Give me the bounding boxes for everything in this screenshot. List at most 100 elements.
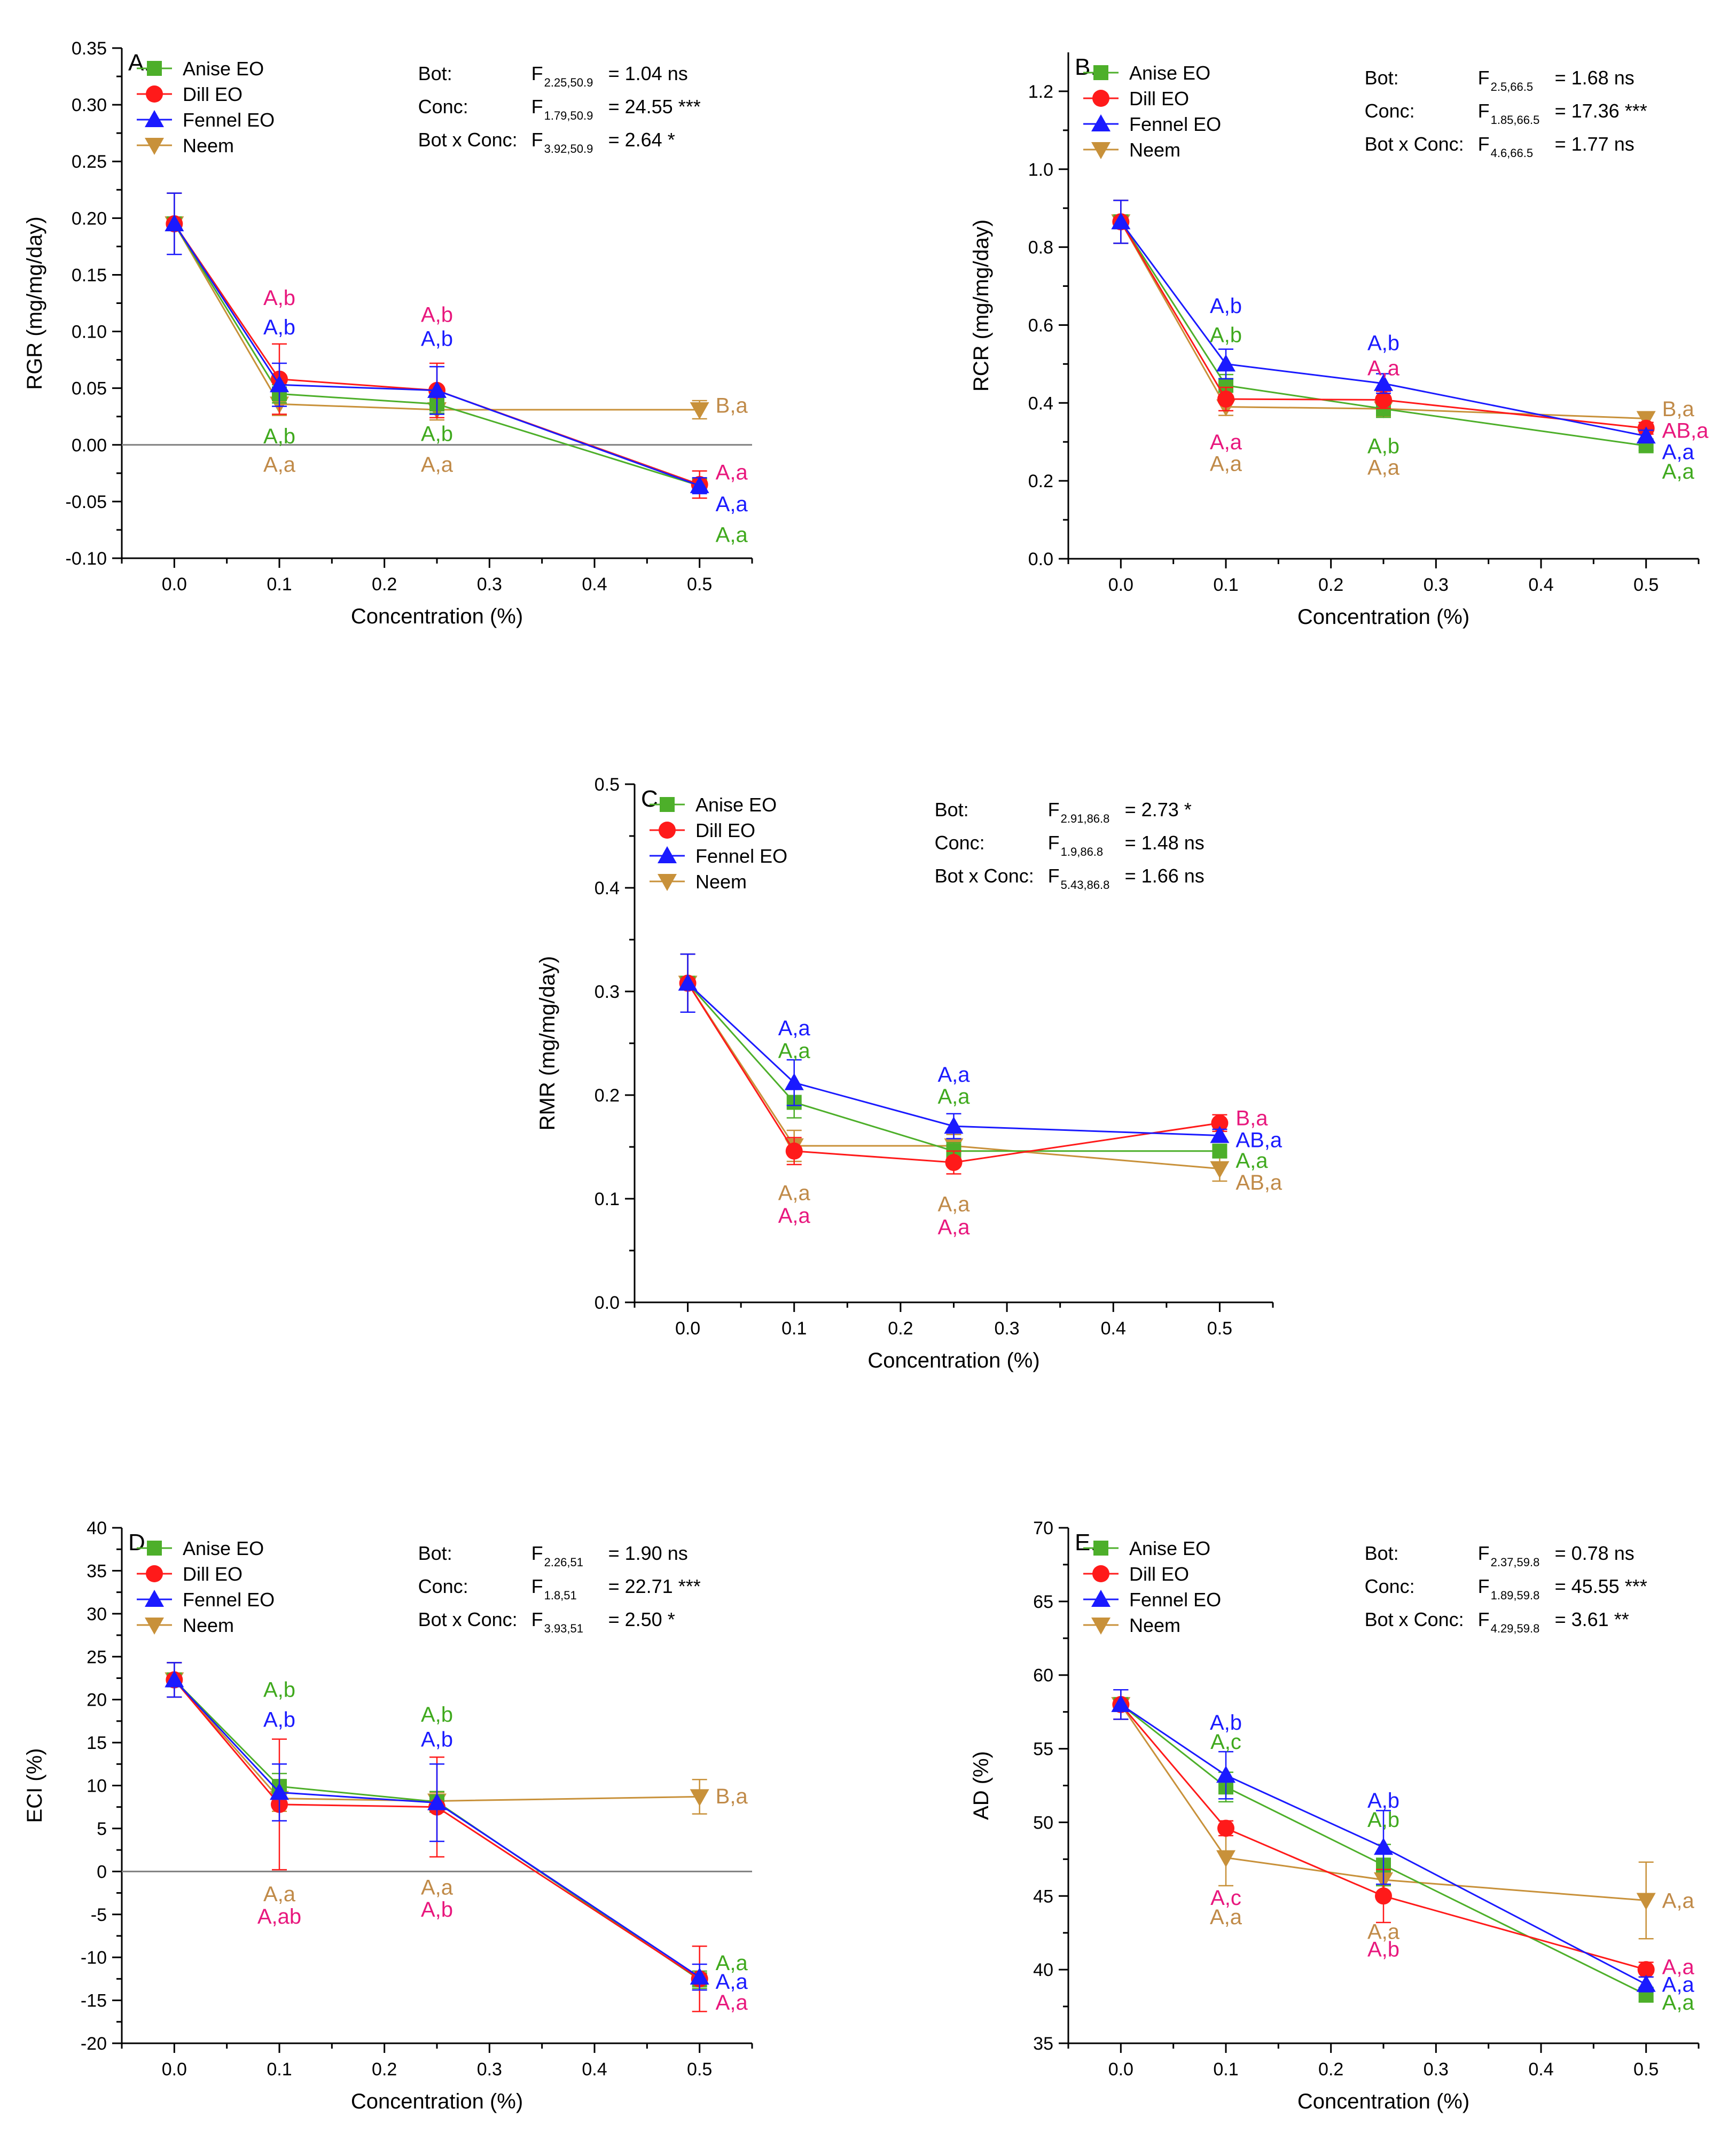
legend-label-neem: Neem xyxy=(1129,1614,1180,1636)
significance-letter: A,c xyxy=(1210,1886,1241,1910)
stats-label: Bot: xyxy=(935,799,969,821)
significance-letter: A,b xyxy=(1210,324,1242,347)
y-tick-label: 0.25 xyxy=(72,152,107,172)
x-tick-label: 0.1 xyxy=(781,1318,807,1339)
legend-label-anise: Anise EO xyxy=(1129,1537,1210,1559)
x-tick-label: 0.3 xyxy=(477,2059,502,2080)
x-tick-label: 0.2 xyxy=(372,2059,397,2080)
significance-letter: A,b xyxy=(421,303,453,327)
data-point-fennel xyxy=(1111,212,1131,230)
legend-label-anise: Anise EO xyxy=(1129,62,1210,84)
stats-value: = 2.50 * xyxy=(608,1608,675,1630)
panel-label: A. xyxy=(128,50,151,76)
stats-f: F xyxy=(1478,133,1490,155)
significance-letter: A,a xyxy=(778,1040,811,1063)
significance-letter: A,a xyxy=(716,1951,748,1975)
significance-letter: A,c xyxy=(1210,1730,1241,1754)
y-tick-label: 45 xyxy=(1033,1886,1053,1907)
x-tick-label: 0.3 xyxy=(1424,575,1449,595)
legend-label-anise: Anise EO xyxy=(183,58,264,80)
significance-letter: A,a xyxy=(1367,357,1400,380)
x-tick-label: 0.0 xyxy=(162,2059,187,2080)
x-tick-label: 0.1 xyxy=(1213,575,1238,595)
series-line-fennel xyxy=(174,1679,700,1978)
stats-label: Conc: xyxy=(1365,1575,1415,1597)
stats-f: F xyxy=(531,96,543,118)
significance-letter: A,b xyxy=(1367,331,1399,355)
significance-letter: A,b xyxy=(263,1708,295,1732)
stats-f: F xyxy=(531,63,543,84)
x-tick-label: 0.4 xyxy=(1528,2059,1553,2080)
series-line-anise xyxy=(1120,1704,1647,1996)
stats-label: Bot x Conc: xyxy=(418,1608,518,1630)
y-tick-label: 0.05 xyxy=(72,379,107,399)
stats-label: Bot: xyxy=(1365,67,1399,89)
significance-letter: A,a xyxy=(1367,456,1400,480)
significance-letter: A,a xyxy=(716,523,748,546)
significance-letter: A,b xyxy=(421,423,453,446)
legend-marker-neem xyxy=(658,874,677,891)
significance-letter: A,a xyxy=(1662,460,1695,483)
data-point-dill xyxy=(1211,1114,1229,1132)
y-axis-title: RMR (mg/mg/day) xyxy=(536,956,559,1131)
stats-f: F xyxy=(1478,1575,1490,1597)
y-tick-label: 0.00 xyxy=(72,435,107,456)
data-point-fennel xyxy=(944,1116,964,1134)
y-tick-label: 25 xyxy=(87,1647,107,1667)
x-tick-label: 0.5 xyxy=(1633,575,1659,595)
x-axis-title: Concentration (%) xyxy=(351,2090,523,2113)
series-line-neem xyxy=(174,223,700,411)
data-point-dill xyxy=(945,1154,963,1171)
y-tick-label: 65 xyxy=(1033,1592,1053,1612)
stats-subscript: 3.92,50.9 xyxy=(544,142,593,155)
legend: Anise EO Dill EO Fennel EO Neem xyxy=(1083,62,1221,161)
y-tick-label: -0.10 xyxy=(66,549,107,569)
stats-subscript: 2.25,50.9 xyxy=(544,76,593,89)
data-point-dill xyxy=(1217,390,1234,408)
y-axis-title: RCR (mg/mg/day) xyxy=(969,220,993,392)
y-tick-label: -10 xyxy=(81,1948,107,1968)
stats-subscript: 1.79,50.9 xyxy=(544,109,593,122)
data-point-fennel xyxy=(1636,1974,1656,1992)
significance-letter: A,b xyxy=(1367,1789,1399,1813)
series-fennel xyxy=(1111,1689,1656,1993)
legend-label-dill: Dill EO xyxy=(183,83,243,105)
stats-block: Bot: F 2.91,86.8 = 2.73 *Conc: F 1.9,86.8 = 1.… xyxy=(935,799,1205,892)
significance-letter: B,a xyxy=(1235,1107,1268,1130)
y-tick-label: 0.6 xyxy=(1028,315,1053,335)
significance-letter: A,a xyxy=(1662,1991,1695,2014)
stats-subscript: 2.26,51 xyxy=(544,1556,583,1569)
y-tick-label: 50 xyxy=(1033,1813,1053,1833)
y-tick-label: 0.2 xyxy=(595,1085,620,1106)
legend-marker-dill xyxy=(146,85,163,103)
significance-letter: A,b xyxy=(421,327,453,350)
significance-letter: A,a xyxy=(1210,452,1242,475)
y-tick-label: 0.4 xyxy=(1028,393,1053,413)
significance-letter: A,b xyxy=(1367,1938,1399,1962)
legend-marker-dill xyxy=(1092,90,1109,107)
stats-f: F xyxy=(531,1542,543,1564)
stats-label: Bot: xyxy=(418,63,452,84)
stats-f: F xyxy=(531,1575,543,1597)
legend-marker-fennel xyxy=(145,1590,164,1607)
legend: Anise EO Dill EO Fennel EO Neem xyxy=(137,58,275,157)
stats-value: = 0.78 ns xyxy=(1555,1542,1635,1564)
x-tick-label: 0.1 xyxy=(267,2059,292,2080)
stats-f: F xyxy=(1048,865,1060,887)
stats-f: F xyxy=(531,1608,543,1630)
x-axis-title: Concentration (%) xyxy=(1297,2090,1469,2113)
legend-label-fennel: Fennel EO xyxy=(183,109,275,131)
significance-letter: A,b xyxy=(1367,435,1399,458)
significance-letter: A,a xyxy=(778,1181,811,1205)
panel-a: -0.10 -0.05 0.00 0.05 0.10 0.15 0.20 0.25 0.30 0.… xyxy=(23,38,753,628)
legend-label-neem: Neem xyxy=(1129,139,1180,161)
x-tick-label: 0.4 xyxy=(582,2059,607,2080)
x-tick-label: 0.5 xyxy=(687,574,712,595)
significance-letter: A,a xyxy=(937,1085,970,1108)
legend: Anise EO Dill EO Fennel EO Neem xyxy=(650,794,787,893)
y-tick-label: 30 xyxy=(87,1604,107,1624)
significance-letters: A,bA,bA,aA,aA,bA,aA,bA,aB,aAB,aA,aA,a xyxy=(1210,294,1709,483)
y-tick-label: 1.0 xyxy=(1028,160,1053,180)
x-tick-label: 0.2 xyxy=(372,574,397,595)
